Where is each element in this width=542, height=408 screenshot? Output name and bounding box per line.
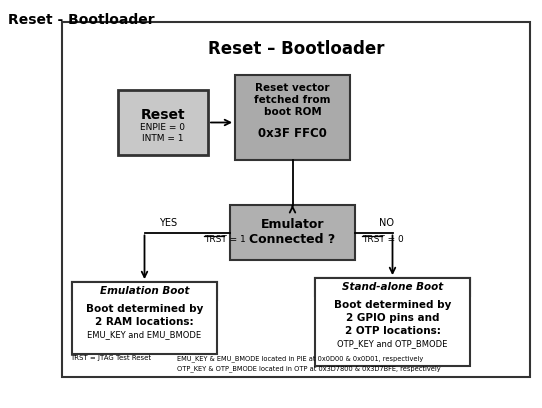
Text: TRST = 1: TRST = 1 <box>204 235 246 244</box>
Text: INTM = 1: INTM = 1 <box>142 134 184 143</box>
Text: Connected ?: Connected ? <box>249 233 335 246</box>
Text: Reset vector: Reset vector <box>255 83 330 93</box>
Bar <box>118 90 208 155</box>
Text: Reset – Bootloader: Reset – Bootloader <box>208 40 384 58</box>
Text: EMU_KEY & EMU_BMODE located in PIE at 0x0D00 & 0x0D01, respectively: EMU_KEY & EMU_BMODE located in PIE at 0x… <box>177 355 423 362</box>
Text: YES: YES <box>159 217 177 228</box>
Text: TRST = 0: TRST = 0 <box>362 235 404 244</box>
Text: Emulator: Emulator <box>261 218 324 231</box>
Text: OTP_KEY and OTP_BMODE: OTP_KEY and OTP_BMODE <box>337 339 448 348</box>
Text: TRST = JTAG Test Reset: TRST = JTAG Test Reset <box>70 355 151 361</box>
Bar <box>235 75 350 160</box>
Text: Reset: Reset <box>141 108 185 122</box>
Bar <box>72 282 217 354</box>
Text: Reset - Bootloader: Reset - Bootloader <box>8 13 154 27</box>
Text: 2 RAM locations:: 2 RAM locations: <box>95 317 194 327</box>
Text: Stand-alone Boot: Stand-alone Boot <box>342 282 443 292</box>
Bar <box>62 22 530 377</box>
Text: 2 OTP locations:: 2 OTP locations: <box>345 326 441 336</box>
Bar <box>72 282 217 300</box>
Bar <box>315 278 470 366</box>
Text: fetched from: fetched from <box>254 95 331 105</box>
Text: Emulation Boot: Emulation Boot <box>100 286 189 296</box>
Text: ENPIE = 0: ENPIE = 0 <box>140 123 185 132</box>
Text: Boot determined by: Boot determined by <box>334 300 451 310</box>
Bar <box>230 205 355 260</box>
Text: boot ROM: boot ROM <box>263 107 321 117</box>
Text: NO: NO <box>379 217 393 228</box>
Text: 0x3F FFC0: 0x3F FFC0 <box>258 127 327 140</box>
Bar <box>315 278 470 296</box>
Text: EMU_KEY and EMU_BMODE: EMU_KEY and EMU_BMODE <box>87 330 202 339</box>
Text: Boot determined by: Boot determined by <box>86 304 203 314</box>
Text: OTP_KEY & OTP_BMODE located in OTP at 0x3D7800 & 0x3D7BFE, respectively: OTP_KEY & OTP_BMODE located in OTP at 0x… <box>177 365 441 372</box>
Text: 2 GPIO pins and: 2 GPIO pins and <box>346 313 439 323</box>
